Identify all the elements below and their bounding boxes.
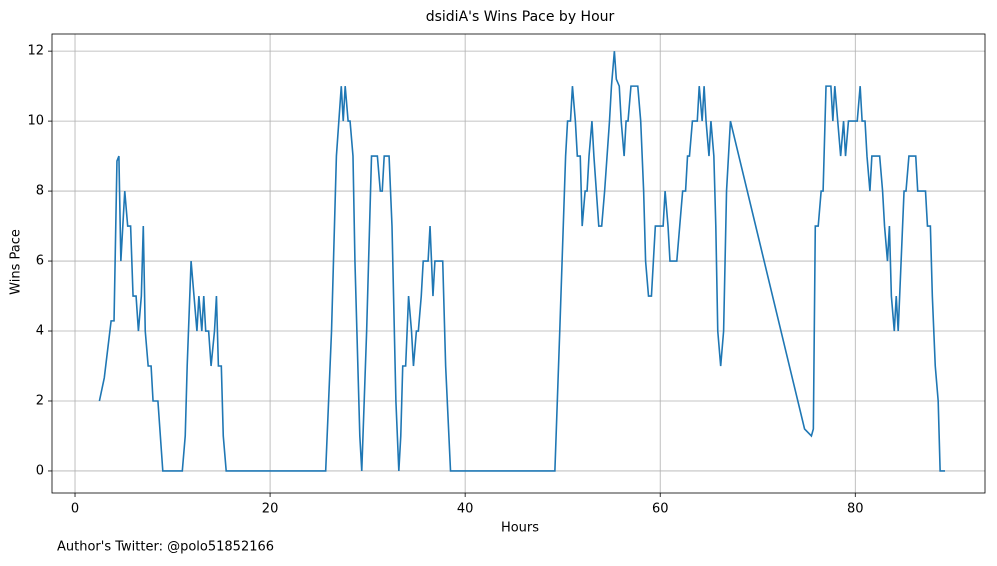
x-tick-label: 80	[847, 502, 864, 517]
y-axis-label: Wins Pace	[9, 229, 24, 295]
x-tick-label: 0	[71, 502, 79, 517]
plot-frame	[51, 33, 986, 494]
data-line	[98, 51, 946, 472]
chart-title: dsidiA's Wins Pace by Hour	[426, 9, 615, 25]
y-tick-label: 4	[36, 324, 44, 339]
y-tick-label: 8	[36, 184, 44, 199]
y-tick-label: 6	[36, 254, 44, 269]
x-axis-label: Hours	[501, 521, 539, 536]
footnote: Author's Twitter: @polo51852166	[57, 540, 274, 555]
y-tick-label: 0	[36, 463, 44, 478]
x-tick-label: 60	[652, 502, 669, 517]
x-tick-label: 20	[262, 502, 279, 517]
y-tick-label: 10	[27, 114, 44, 129]
y-tick-label: 2	[36, 393, 44, 408]
x-tick-label: 40	[457, 502, 474, 517]
y-tick-label: 12	[27, 44, 44, 59]
